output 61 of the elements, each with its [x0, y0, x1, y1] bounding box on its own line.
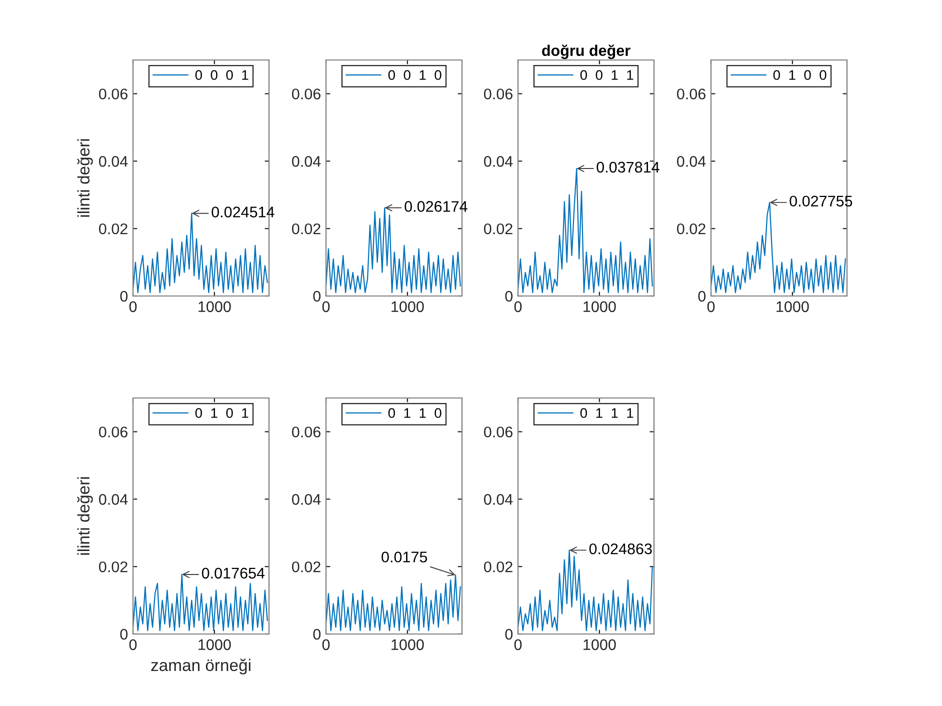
annotation: 0.024863 [589, 543, 652, 554]
annotation: 0.017654 [202, 568, 265, 579]
line-series [326, 574, 461, 632]
x-tick-label: 1000 [392, 301, 424, 312]
y-tick-label: 0.04 [99, 156, 128, 167]
x-tick-label: 1000 [584, 301, 616, 312]
legend-label: 0 0 0 1 [195, 70, 248, 80]
y-tick-label: 0 [505, 628, 513, 640]
y-axis-title: ilinti değeri [77, 477, 93, 555]
x-tick-label: 0 [707, 301, 715, 312]
y-tick-label: 0 [313, 290, 321, 302]
chart-title: doğru değer [542, 44, 630, 60]
x-tick-label: 0 [514, 639, 522, 650]
y-tick-label: 0.02 [484, 223, 512, 234]
legend-label: 0 1 1 0 [388, 408, 442, 418]
x-tick-label: 0 [129, 639, 137, 650]
y-tick-label: 0.04 [292, 494, 321, 505]
x-tick-label: 0 [129, 301, 137, 312]
y-tick-label: 0.02 [677, 223, 706, 234]
y-tick-label: 0.04 [484, 156, 513, 167]
y-tick-label: 0.02 [99, 223, 128, 234]
x-tick-label: 1000 [392, 639, 424, 650]
y-tick-label: 0.06 [99, 426, 128, 438]
x-tick-label: 0 [322, 639, 330, 650]
y-tick-label: 0.04 [484, 494, 513, 505]
legend-label: 0 0 1 0 [388, 70, 442, 80]
annotation: 0.024514 [212, 206, 274, 218]
x-tick-label: 1000 [198, 639, 231, 650]
legend-label: 0 1 0 1 [195, 408, 248, 418]
y-tick-label: 0 [120, 290, 128, 302]
annotation: 0.037814 [596, 162, 660, 173]
y-tick-label: 0 [313, 628, 321, 640]
annotation: 0.027755 [790, 196, 852, 207]
y-tick-label: 0.04 [677, 156, 706, 167]
x-tick-label: 1000 [198, 301, 231, 312]
annotation: 0.0175 [382, 552, 428, 562]
x-tick-label: 1000 [584, 639, 616, 650]
y-axis-title: ilinti değeri [77, 139, 93, 217]
y-tick-label: 0.02 [484, 561, 512, 572]
x-axis-title: zaman örneği [151, 658, 250, 674]
y-tick-label: 0.06 [99, 88, 128, 100]
legend-label: 0 1 1 1 [580, 408, 634, 418]
legend-label: 0 1 0 0 [773, 70, 826, 80]
y-tick-label: 0 [120, 628, 128, 640]
x-tick-label: 1000 [776, 301, 809, 312]
y-tick-label: 0.06 [484, 426, 512, 438]
y-tick-label: 0.06 [292, 88, 320, 100]
y-tick-label: 0.06 [292, 426, 320, 438]
annotation: 0.026174 [404, 201, 468, 212]
y-tick-label: 0.06 [484, 88, 512, 100]
y-tick-label: 0.04 [99, 494, 128, 505]
y-tick-label: 0 [698, 290, 706, 302]
legend-label: 0 0 1 1 [580, 70, 634, 80]
x-tick-label: 0 [322, 301, 330, 312]
y-tick-label: 0.02 [292, 223, 320, 234]
y-tick-label: 0.06 [677, 88, 706, 100]
x-tick-label: 0 [514, 301, 522, 312]
y-tick-label: 0.02 [99, 561, 128, 572]
y-tick-label: 0.02 [292, 561, 320, 572]
y-tick-label: 0.04 [292, 156, 321, 167]
y-tick-label: 0 [505, 290, 513, 302]
